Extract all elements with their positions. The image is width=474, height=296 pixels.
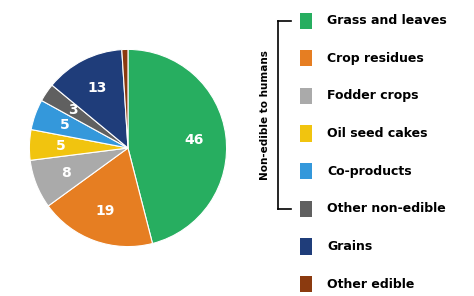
FancyBboxPatch shape	[300, 126, 312, 142]
FancyBboxPatch shape	[300, 12, 312, 29]
Text: Grass and leaves: Grass and leaves	[327, 14, 447, 27]
Wedge shape	[52, 50, 128, 148]
Wedge shape	[122, 49, 128, 148]
Text: Fodder crops: Fodder crops	[327, 89, 419, 102]
Text: Other edible: Other edible	[327, 278, 414, 291]
Text: 46: 46	[185, 133, 204, 147]
Text: 8: 8	[61, 166, 71, 180]
FancyBboxPatch shape	[300, 238, 312, 255]
FancyBboxPatch shape	[300, 163, 312, 179]
Wedge shape	[128, 49, 227, 244]
Wedge shape	[30, 148, 128, 206]
FancyBboxPatch shape	[300, 201, 312, 217]
Wedge shape	[31, 101, 128, 148]
Wedge shape	[48, 148, 153, 247]
Text: Crop residues: Crop residues	[327, 52, 424, 65]
Text: 3: 3	[68, 103, 77, 117]
Text: 19: 19	[96, 204, 115, 218]
Wedge shape	[42, 85, 128, 148]
Text: Grains: Grains	[327, 240, 372, 253]
Text: 5: 5	[60, 118, 70, 132]
Text: Co-products: Co-products	[327, 165, 411, 178]
FancyBboxPatch shape	[300, 276, 312, 292]
Text: Other non-edible: Other non-edible	[327, 202, 446, 215]
FancyBboxPatch shape	[300, 50, 312, 67]
FancyBboxPatch shape	[300, 88, 312, 104]
Wedge shape	[29, 130, 128, 160]
Text: Non-edible to humans: Non-edible to humans	[260, 50, 270, 180]
Text: Oil seed cakes: Oil seed cakes	[327, 127, 428, 140]
Text: 13: 13	[88, 81, 107, 95]
Text: 5: 5	[56, 139, 66, 153]
